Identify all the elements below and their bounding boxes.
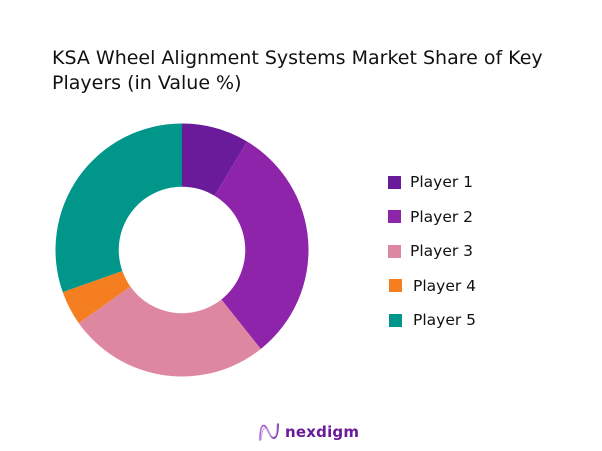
nexdigm-logo: nexdigm (258, 422, 359, 442)
chart-title: KSA Wheel Alignment Systems Market Share… (52, 46, 572, 96)
legend-item-player-2: Player 2 (388, 205, 473, 229)
donut-slice-player-4 (62, 271, 131, 324)
legend-item-player-4: Player 4 (389, 274, 476, 298)
legend-label: Player 4 (413, 276, 477, 295)
legend-swatch (388, 244, 401, 258)
chart-title-line-1: KSA Wheel Alignment Systems Market Share… (52, 47, 543, 69)
logo-text: nexdigm (285, 423, 360, 441)
legend-item-player-5: Player 5 (389, 308, 476, 332)
legend-swatch (388, 210, 401, 223)
legend-swatch (389, 313, 402, 327)
legend-label: Player 3 (410, 242, 474, 260)
chart-title-line-2: Players (in Value %) (52, 72, 242, 94)
legend-item-player-1: Player 1 (388, 170, 473, 194)
donut-slice-player-3 (78, 286, 261, 377)
legend-label: Player 2 (410, 207, 474, 226)
donut-slice-player-2 (214, 141, 309, 349)
legend-swatch (389, 279, 402, 292)
donut-slice-player-1 (182, 123, 248, 196)
donut-slice-player-5 (55, 123, 182, 293)
legend-item-player-3: Player 3 (388, 239, 473, 263)
legend-label: Player 5 (413, 311, 477, 329)
wave-n-icon (259, 423, 279, 441)
legend-label: Player 1 (410, 173, 474, 191)
legend-swatch (388, 175, 401, 189)
